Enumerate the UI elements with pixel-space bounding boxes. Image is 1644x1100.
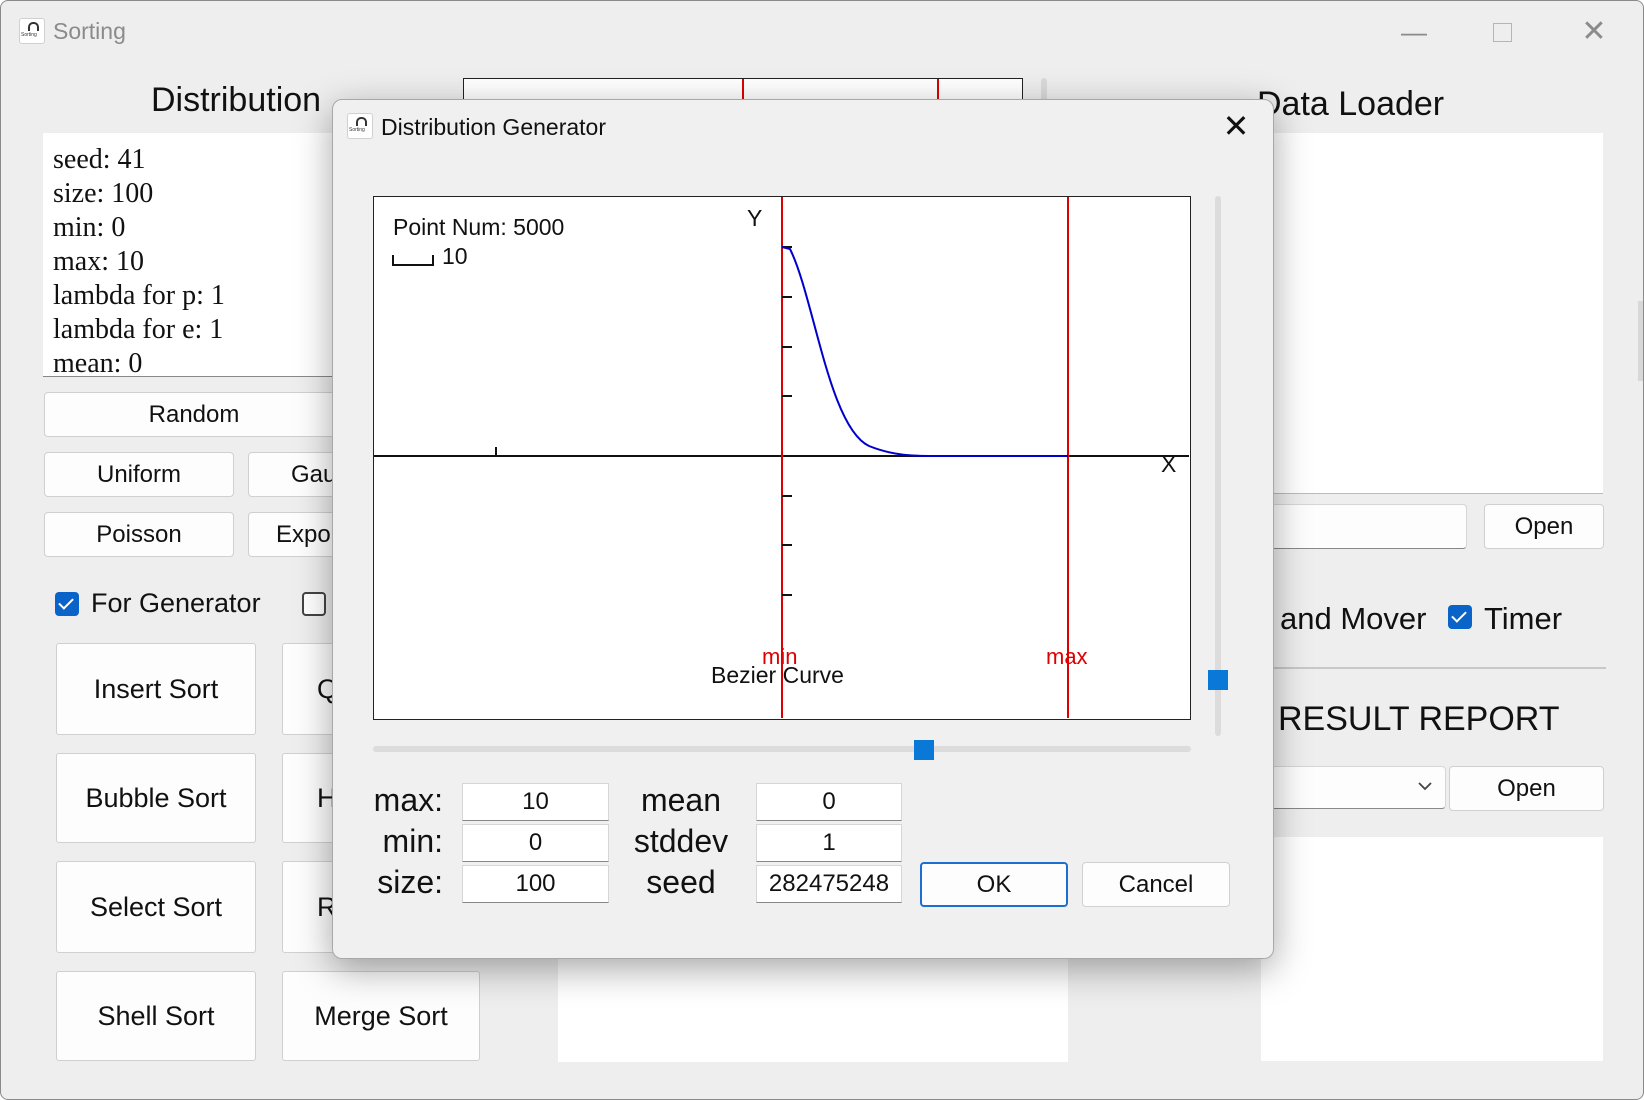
section-divider — [1256, 667, 1606, 669]
minimize-icon[interactable]: — — [1401, 17, 1427, 47]
stddev-input[interactable]: 1 — [756, 824, 902, 862]
timer-checkbox[interactable] — [1448, 605, 1472, 629]
mover-label: and Mover — [1280, 601, 1427, 636]
timer-label: Timer — [1484, 601, 1563, 636]
uniform-button[interactable]: Uniform — [44, 452, 234, 497]
data-file-path-input[interactable] — [1261, 504, 1467, 549]
main-chart-scroll-edge — [1041, 78, 1047, 108]
unlabeled-checkbox[interactable] — [302, 592, 326, 616]
result-report-panel — [1261, 837, 1603, 1061]
app-icon — [19, 18, 45, 44]
stddev-label: stddev — [633, 823, 729, 859]
distribution-generator-dialog: Distribution Generator ✕ Point Num: 5000… — [332, 99, 1274, 959]
curve-label: Bezier Curve — [711, 662, 844, 688]
window-scroll-edge — [1638, 301, 1643, 381]
merge-sort-button[interactable]: Merge Sort — [282, 971, 480, 1061]
dialog-app-icon — [347, 113, 373, 139]
vertical-slider-track[interactable] — [1215, 196, 1221, 736]
select-sort-button[interactable]: Select Sort — [56, 861, 256, 953]
maximize-icon[interactable] — [1479, 15, 1525, 49]
data-loader-heading: Data Loader — [1257, 85, 1445, 123]
min-label: min: — [382, 823, 443, 859]
distribution-chart-svg: Point Num: 5000 10 Y X min max Bezier Cu… — [374, 197, 1189, 718]
gaussian-button[interactable]: Gau — [248, 452, 348, 497]
min-input[interactable]: 0 — [462, 824, 609, 862]
horizontal-slider-track[interactable] — [373, 746, 1191, 752]
ok-button[interactable]: OK — [920, 862, 1068, 907]
distribution-info-text: seed: 41 size: 100 min: 0 max: 10 lambda for… — [53, 144, 225, 379]
data-open-button[interactable]: Open — [1484, 504, 1604, 549]
chevron-down-icon — [1418, 782, 1432, 791]
seed-label: seed — [646, 864, 716, 900]
bubble-sort-button[interactable]: Bubble Sort — [56, 753, 256, 843]
result-report-dropdown[interactable] — [1261, 766, 1446, 809]
window-title: Sorting — [53, 18, 126, 44]
max-marker-label: max — [1046, 644, 1088, 669]
main-chart-max-line — [937, 79, 939, 109]
cancel-button[interactable]: Cancel — [1082, 862, 1230, 907]
distribution-info-panel: seed: 41 size: 100 min: 0 max: 10 lambda for… — [43, 133, 343, 379]
insert-sort-button[interactable]: Insert Sort — [56, 643, 256, 735]
x-axis-label: X — [1161, 451, 1176, 477]
info-divider — [43, 376, 343, 377]
dialog-title: Distribution Generator — [381, 114, 606, 140]
bezier-curve — [781, 246, 1068, 457]
min-marker-label: min — [762, 644, 797, 669]
main-chart-min-line — [742, 79, 744, 109]
distribution-chart: Point Num: 5000 10 Y X min max Bezier Cu… — [373, 196, 1191, 720]
random-button[interactable]: Random — [44, 392, 344, 437]
report-open-button[interactable]: Open — [1449, 766, 1604, 811]
max-label: max: — [373, 782, 443, 818]
exponential-button[interactable]: Expo — [248, 512, 348, 557]
scale-label: 10 — [442, 243, 468, 269]
data-loader-panel — [1261, 133, 1603, 494]
y-axis-ticks — [782, 246, 792, 596]
middle-output-panel — [558, 951, 1068, 1062]
close-window-icon[interactable]: ✕ — [1581, 15, 1607, 48]
size-label: size: — [377, 864, 443, 900]
distribution-heading: Distribution — [151, 81, 322, 119]
max-input[interactable]: 10 — [462, 783, 609, 821]
horizontal-slider-thumb[interactable] — [914, 740, 934, 760]
scale-bar-icon — [392, 255, 434, 266]
for-generator-checkbox[interactable] — [55, 592, 79, 616]
point-num-label: Point Num: 5000 — [393, 214, 564, 240]
size-input[interactable]: 100 — [462, 865, 609, 903]
y-axis-label: Y — [747, 205, 762, 231]
seed-input[interactable]: 282475248 — [756, 865, 902, 903]
for-generator-label: For Generator — [91, 588, 261, 618]
poisson-button[interactable]: Poisson — [44, 512, 234, 557]
vertical-slider-thumb[interactable] — [1208, 670, 1228, 690]
shell-sort-button[interactable]: Shell Sort — [56, 971, 256, 1061]
close-icon[interactable]: ✕ — [1222, 108, 1250, 144]
mean-input[interactable]: 0 — [756, 783, 902, 821]
result-report-heading: RESULT REPORT — [1278, 700, 1560, 738]
mean-label: mean — [640, 782, 722, 818]
